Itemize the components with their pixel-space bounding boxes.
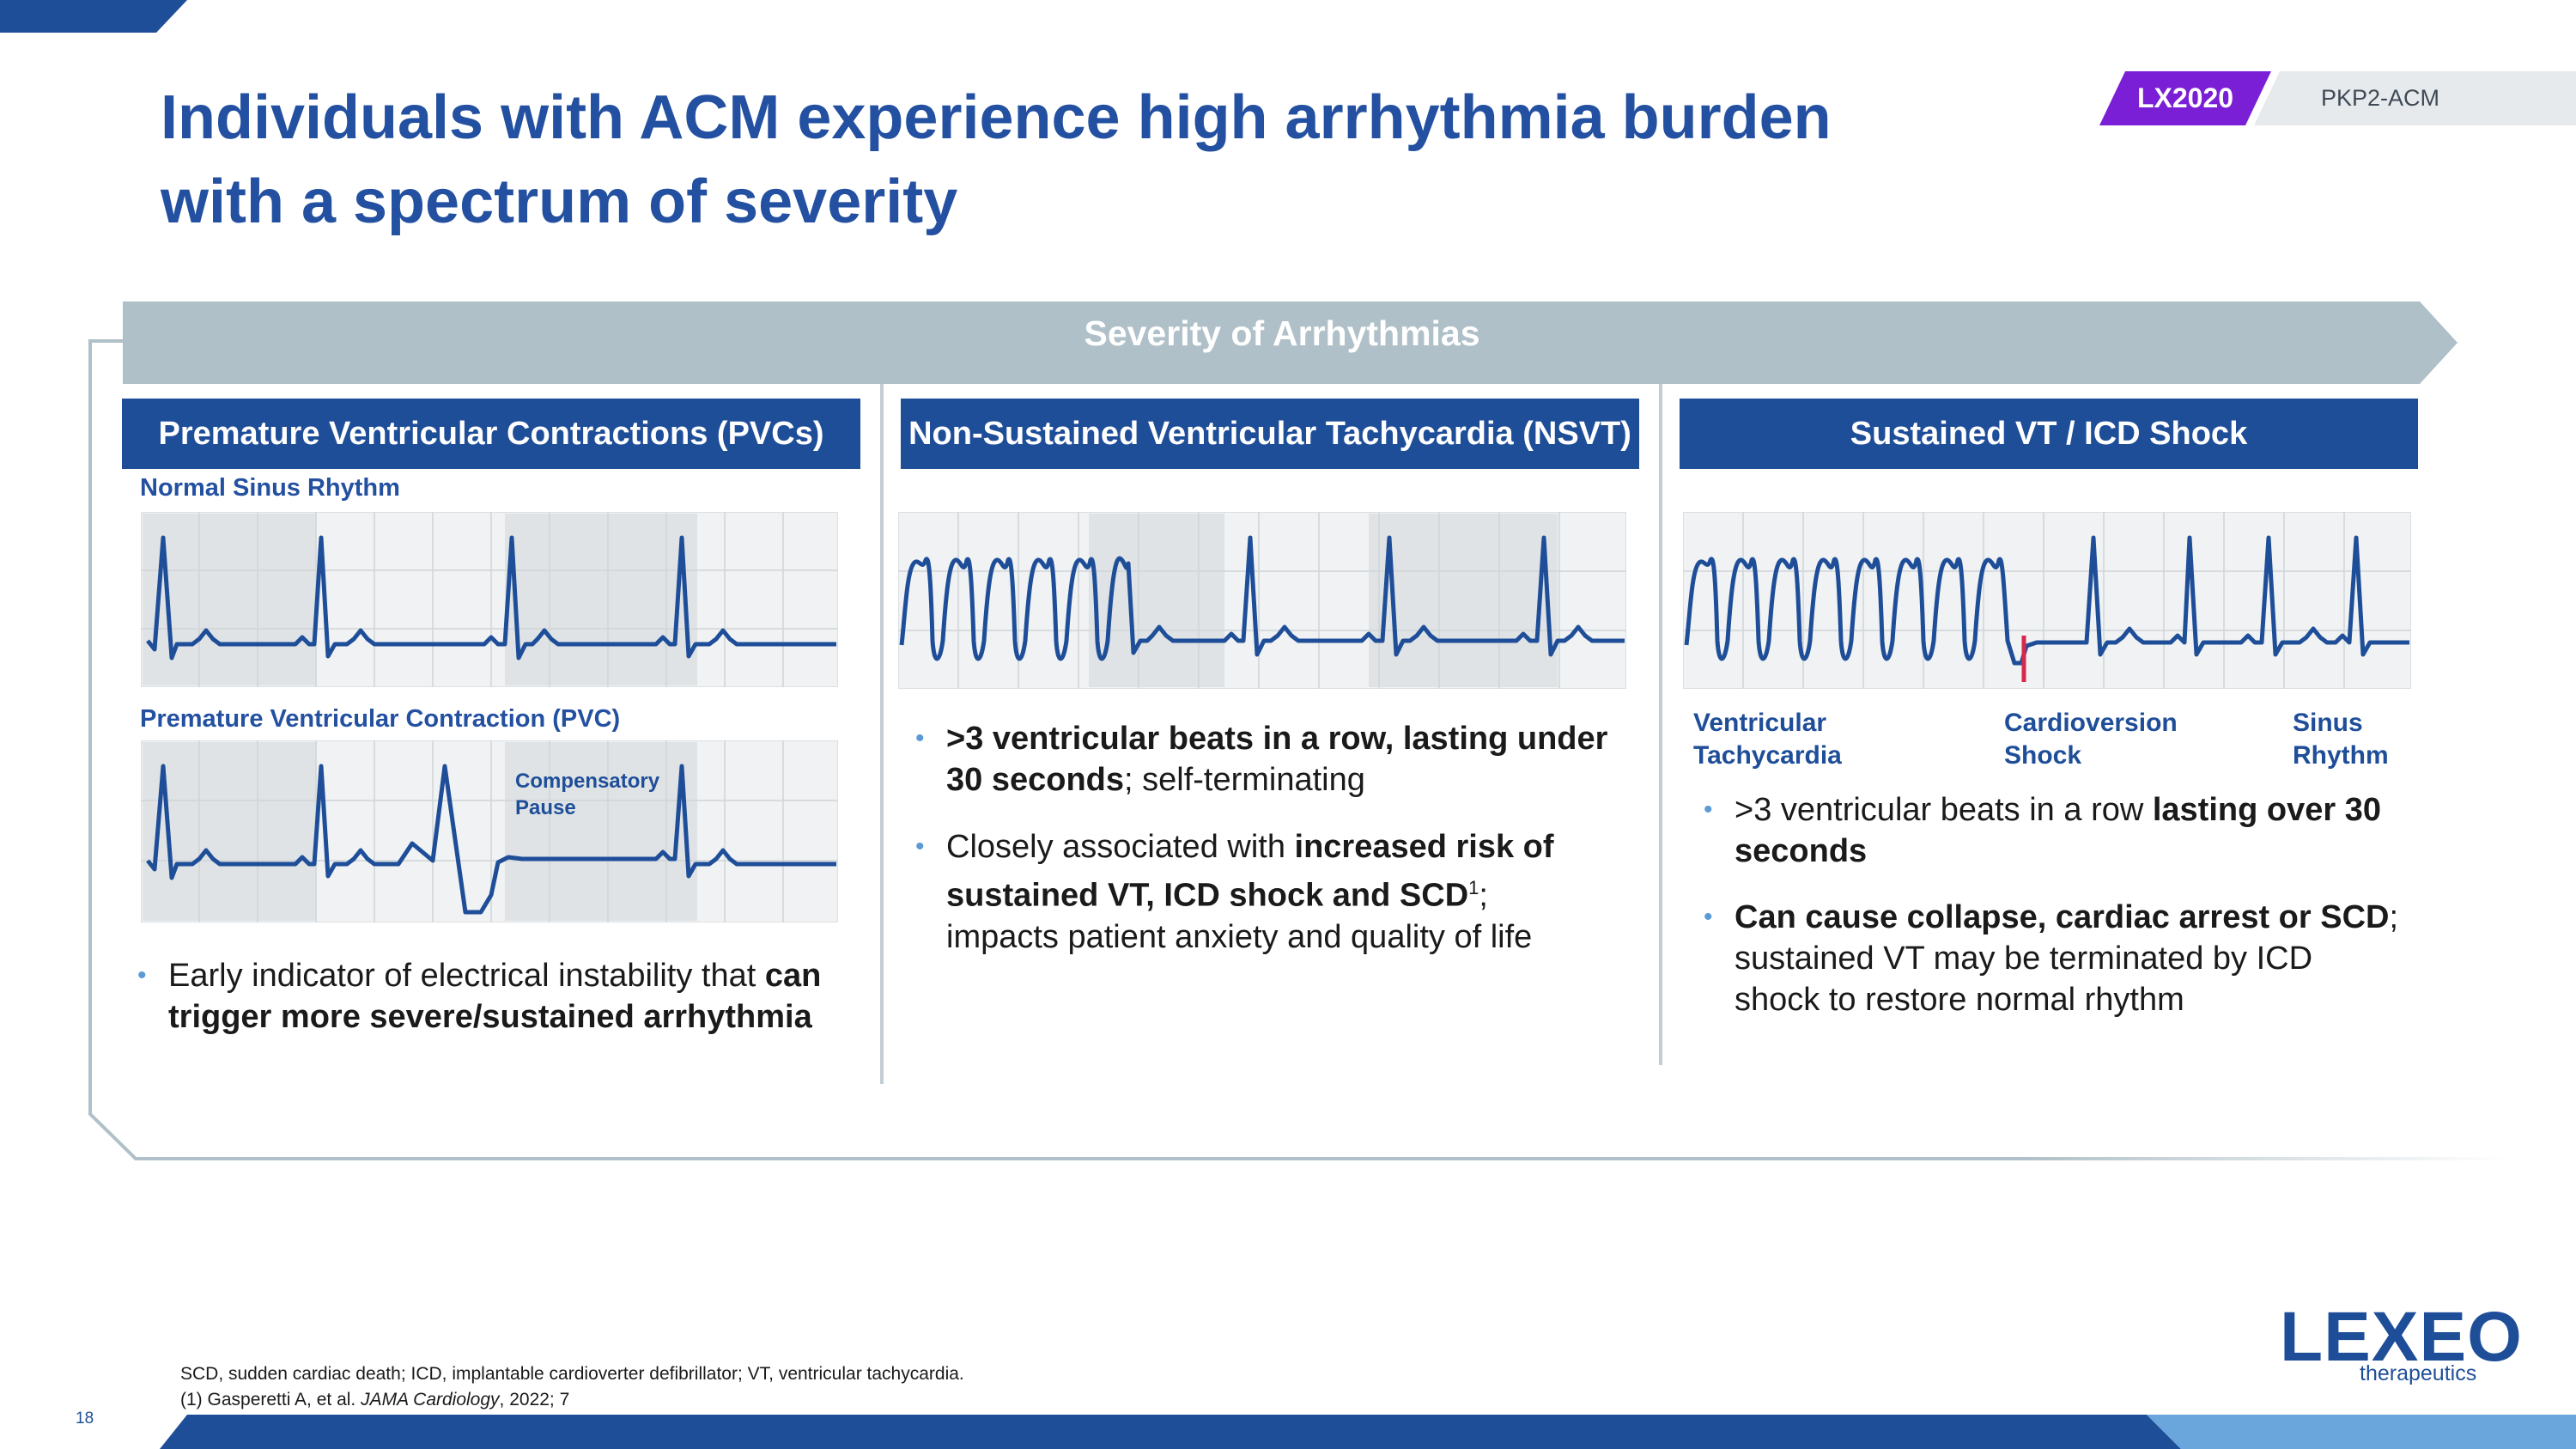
bullet-dot: • xyxy=(137,961,147,989)
lexeo-logo-subtitle: therapeutics xyxy=(2360,1361,2477,1385)
ecg-trace-sustained-vt xyxy=(1684,535,2409,666)
frame-line xyxy=(88,339,2507,1160)
ecg-trace-nsvt xyxy=(899,535,1625,661)
ecg-normal-sinus-rhythm xyxy=(141,512,838,687)
header-nsvt: Non-Sustained Ventricular Tachycardia (N… xyxy=(901,399,1639,469)
title-line-2: with a spectrum of severity xyxy=(161,167,958,236)
ecg-trace-pvc xyxy=(146,764,836,915)
caption-sinus-rhythm: Sinus Rhythm xyxy=(2293,709,2389,770)
label-normal-sinus-rhythm: Normal Sinus Rhythm xyxy=(140,474,400,502)
bullet-dot: • xyxy=(915,724,925,752)
lexeo-logo: LEXEO xyxy=(2280,1298,2523,1376)
bottom-bar xyxy=(160,1415,2576,1449)
corner-tab-top xyxy=(0,0,187,33)
footnotes: SCD, sudden cardiac death; ICD, implanta… xyxy=(180,1361,964,1413)
indication-tag: PKP2-ACM xyxy=(2254,71,2576,125)
severity-banner-arrow xyxy=(123,301,2458,384)
title-line-1: Individuals with ACM experience high arr… xyxy=(161,83,1832,152)
ecg-pvc xyxy=(141,740,838,922)
ecg-trace-normal xyxy=(146,535,836,661)
nsvt-bullet-1: • >3 ventricular beats in a row, lasting… xyxy=(915,718,1633,801)
caption-cardioversion-shock: Cardioversion Shock xyxy=(2004,709,2178,770)
footnote-abbreviations: SCD, sudden cardiac death; ICD, implanta… xyxy=(180,1364,964,1384)
pvc-bullet: • Early indicator of electrical instabil… xyxy=(137,955,829,1038)
ecg-nsvt xyxy=(898,512,1626,689)
bullet-dot: • xyxy=(1704,903,1713,931)
label-pvc-strip: Premature Ventricular Contraction (PVC) xyxy=(140,705,621,733)
nsvt-bullet-2: • Closely associated with increased risk… xyxy=(915,826,1556,958)
bullet-dot: • xyxy=(915,832,925,861)
compensatory-pause-label: Compensatory Pause xyxy=(515,770,660,819)
program-tag: LX2020 xyxy=(2099,71,2271,125)
sustained-bullet-1: • >3 ventricular beats in a row lasting … xyxy=(1704,789,2421,872)
sustained-bullet-2: • Can cause collapse, cardiac arrest or … xyxy=(1704,897,2404,1020)
header-pvc: Premature Ventricular Contractions (PVCs… xyxy=(122,399,860,469)
bullet-dot: • xyxy=(1704,795,1713,824)
footnote-reference: (1) Gasperetti A, et al. JAMA Cardiology… xyxy=(180,1390,570,1409)
caption-ventricular-tachycardia: Ventricular Tachycardia xyxy=(1693,709,1842,770)
slide-title: Individuals with ACM experience high arr… xyxy=(161,76,2050,244)
ecg-sustained-vt xyxy=(1683,512,2411,689)
severity-banner-label: Severity of Arrhythmias xyxy=(1084,314,1480,353)
page-number: 18 xyxy=(76,1409,94,1428)
frame-decoration xyxy=(88,301,2507,1160)
header-sustained-vt: Sustained VT / ICD Shock xyxy=(1680,399,2418,469)
